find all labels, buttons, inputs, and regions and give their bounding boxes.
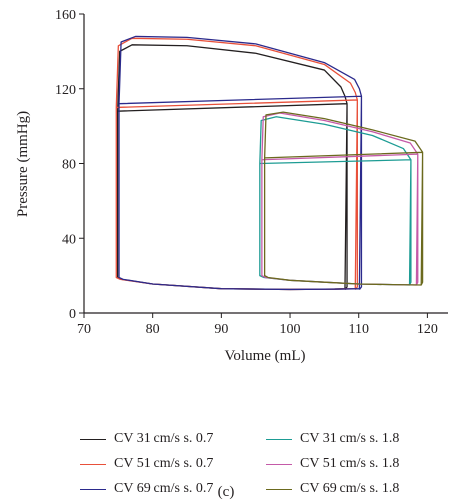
x-axis-title: Volume (mL) — [225, 348, 306, 364]
y-tick-label: 120 — [55, 83, 76, 98]
x-tick-label: 70 — [77, 322, 91, 337]
legend-label: CV 69 cm/s s. 0.7 — [114, 481, 214, 496]
legend-item: CV 51 cm/s s. 1.8 — [266, 453, 452, 475]
series-line-1 — [117, 44, 348, 291]
x-tick-label: 120 — [417, 322, 438, 337]
series-line-5 — [261, 112, 419, 286]
axes: 70 80 90 100 110 120 0 40 80 120 160 — [55, 8, 448, 337]
y-tick-label: 0 — [69, 307, 76, 322]
y-tick-label: 160 — [55, 8, 76, 23]
series-line-6 — [263, 111, 424, 286]
legend-swatch — [80, 488, 106, 490]
legend-item: CV 31 cm/s s. 0.7 — [80, 428, 266, 450]
figure-caption: (c) — [217, 484, 235, 500]
legend-label: CV 51 cm/s s. 1.8 — [300, 456, 400, 471]
y-tick-label: 80 — [62, 158, 76, 173]
series-line-4 — [259, 116, 412, 286]
x-tick-label: 110 — [348, 322, 368, 337]
legend-swatch — [80, 463, 106, 465]
legend-swatch — [266, 488, 292, 490]
chart-legend: CV 31 cm/s s. 0.7 CV 31 cm/s s. 1.8 CV 51 … — [80, 428, 452, 500]
plot-lines — [115, 35, 424, 291]
legend-item: CV 69 cm/s s. 0.7 — [80, 478, 266, 500]
legend-label: CV 31 cm/s s. 1.8 — [300, 431, 400, 446]
legend-swatch — [80, 438, 106, 440]
series-line-2 — [115, 37, 358, 291]
legend-swatch — [266, 463, 292, 465]
x-tick-label: 80 — [146, 322, 160, 337]
legend-item: CV 69 cm/s s. 1.8 — [266, 478, 452, 500]
legend-item: CV 51 cm/s s. 0.7 — [80, 453, 266, 475]
x-tick-label: 100 — [280, 322, 301, 337]
legend-label: CV 69 cm/s s. 1.8 — [300, 481, 400, 496]
series-line-3 — [118, 35, 363, 291]
legend-swatch — [266, 438, 292, 440]
y-axis-title: Pressure (mmHg) — [15, 111, 31, 217]
legend-item: CV 31 cm/s s. 1.8 — [266, 428, 452, 450]
legend-label: CV 51 cm/s s. 0.7 — [114, 456, 214, 471]
legend-label: CV 31 cm/s s. 0.7 — [114, 431, 214, 446]
y-tick-label: 40 — [62, 232, 76, 247]
x-tick-label: 90 — [214, 322, 228, 337]
